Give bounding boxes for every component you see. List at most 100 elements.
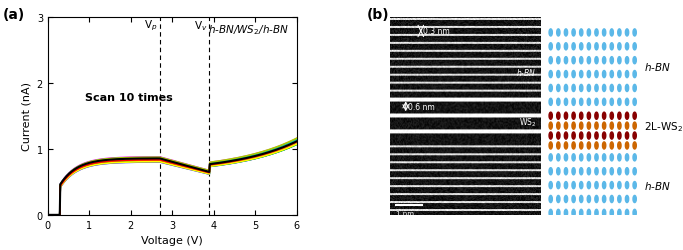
Circle shape	[580, 210, 583, 216]
Circle shape	[564, 182, 568, 189]
Circle shape	[580, 196, 583, 203]
Circle shape	[633, 210, 637, 216]
Circle shape	[602, 182, 606, 189]
Circle shape	[626, 154, 628, 161]
Circle shape	[557, 58, 560, 64]
Circle shape	[595, 168, 598, 175]
Circle shape	[626, 99, 628, 106]
Circle shape	[595, 154, 598, 161]
Circle shape	[587, 168, 591, 175]
Circle shape	[617, 132, 621, 140]
Circle shape	[572, 132, 575, 140]
Circle shape	[595, 71, 598, 78]
Circle shape	[557, 71, 560, 78]
Circle shape	[595, 30, 598, 37]
Circle shape	[595, 132, 598, 140]
Circle shape	[557, 44, 560, 51]
Circle shape	[610, 30, 613, 37]
Circle shape	[587, 132, 591, 140]
Circle shape	[549, 30, 553, 37]
Text: 0.3 nm: 0.3 nm	[423, 27, 449, 36]
Circle shape	[626, 182, 628, 189]
Text: Scan 10 times: Scan 10 times	[85, 92, 173, 102]
Circle shape	[557, 182, 560, 189]
Circle shape	[602, 85, 606, 92]
Circle shape	[557, 168, 560, 175]
Circle shape	[617, 210, 621, 216]
Circle shape	[617, 58, 621, 64]
Circle shape	[587, 196, 591, 203]
Circle shape	[617, 182, 621, 189]
Circle shape	[602, 99, 606, 106]
Circle shape	[572, 85, 575, 92]
Circle shape	[617, 196, 621, 203]
Circle shape	[595, 142, 598, 150]
Circle shape	[557, 196, 560, 203]
Text: $h$-BN: $h$-BN	[516, 67, 536, 78]
Circle shape	[549, 71, 553, 78]
Circle shape	[610, 85, 613, 92]
Circle shape	[633, 99, 637, 106]
Circle shape	[602, 210, 606, 216]
Circle shape	[549, 196, 553, 203]
Circle shape	[626, 142, 628, 150]
Circle shape	[572, 113, 575, 120]
Text: 2L-WS$_2$: 2L-WS$_2$	[644, 119, 683, 133]
Circle shape	[587, 113, 591, 120]
Circle shape	[595, 44, 598, 51]
Circle shape	[572, 99, 575, 106]
Circle shape	[626, 196, 628, 203]
Circle shape	[626, 132, 628, 140]
Circle shape	[549, 154, 553, 161]
Circle shape	[564, 196, 568, 203]
Circle shape	[633, 113, 637, 120]
Circle shape	[557, 154, 560, 161]
Circle shape	[610, 196, 613, 203]
Circle shape	[572, 44, 575, 51]
Circle shape	[602, 113, 606, 120]
Circle shape	[602, 154, 606, 161]
Circle shape	[595, 196, 598, 203]
Circle shape	[587, 154, 591, 161]
Circle shape	[572, 196, 575, 203]
Circle shape	[557, 122, 560, 130]
Circle shape	[610, 113, 613, 120]
Circle shape	[549, 132, 553, 140]
Circle shape	[580, 44, 583, 51]
Circle shape	[587, 44, 591, 51]
Circle shape	[587, 99, 591, 106]
Circle shape	[564, 210, 568, 216]
Circle shape	[587, 142, 591, 150]
Circle shape	[595, 58, 598, 64]
Circle shape	[626, 85, 628, 92]
Circle shape	[572, 71, 575, 78]
Circle shape	[549, 210, 553, 216]
Circle shape	[626, 122, 628, 130]
Circle shape	[564, 71, 568, 78]
Circle shape	[610, 44, 613, 51]
Circle shape	[580, 154, 583, 161]
Circle shape	[626, 71, 628, 78]
Circle shape	[633, 132, 637, 140]
Circle shape	[564, 58, 568, 64]
Circle shape	[626, 30, 628, 37]
Circle shape	[587, 122, 591, 130]
Circle shape	[572, 182, 575, 189]
Circle shape	[626, 58, 628, 64]
Circle shape	[564, 99, 568, 106]
Circle shape	[633, 71, 637, 78]
Circle shape	[557, 85, 560, 92]
Circle shape	[602, 168, 606, 175]
Circle shape	[549, 182, 553, 189]
Circle shape	[580, 58, 583, 64]
Circle shape	[572, 122, 575, 130]
Circle shape	[633, 168, 637, 175]
Circle shape	[587, 30, 591, 37]
Circle shape	[602, 122, 606, 130]
Circle shape	[617, 44, 621, 51]
Circle shape	[610, 142, 613, 150]
Circle shape	[564, 132, 568, 140]
Circle shape	[595, 210, 598, 216]
Circle shape	[617, 154, 621, 161]
Circle shape	[617, 30, 621, 37]
